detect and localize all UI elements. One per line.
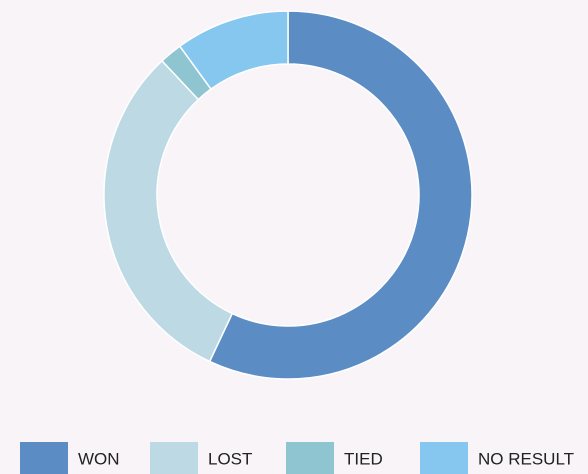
legend-label: NO RESULT (478, 449, 574, 468)
legend-label: WON (78, 449, 120, 468)
donut-slice (103, 59, 234, 363)
legend-swatch (286, 442, 334, 474)
donut-slice (178, 10, 289, 91)
legend-swatch (420, 442, 468, 474)
legend-label: TIED (344, 449, 383, 468)
legend-swatch (20, 442, 68, 474)
donut-slice (208, 10, 473, 380)
legend-label: LOST (208, 449, 252, 468)
legend-swatch (150, 442, 198, 474)
